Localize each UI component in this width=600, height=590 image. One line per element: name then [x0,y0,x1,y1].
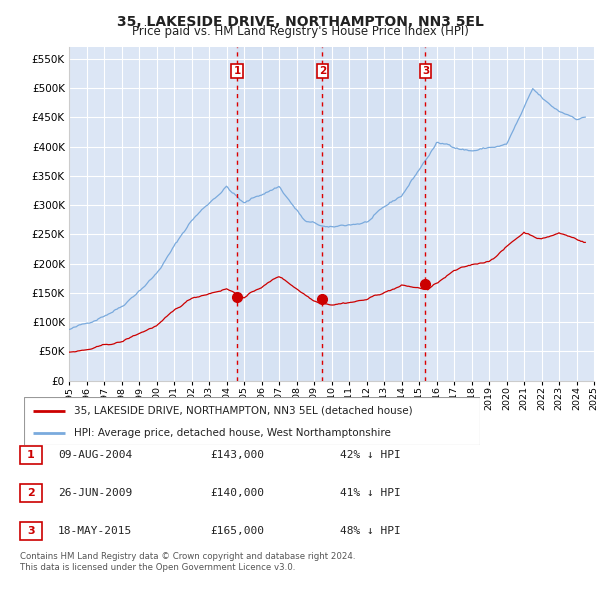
Text: 18-MAY-2015: 18-MAY-2015 [58,526,132,536]
Text: HPI: Average price, detached house, West Northamptonshire: HPI: Average price, detached house, West… [74,428,391,438]
Text: 1: 1 [233,65,241,76]
Text: 42% ↓ HPI: 42% ↓ HPI [340,450,401,460]
Text: 2: 2 [27,488,35,498]
Text: 3: 3 [27,526,35,536]
Text: 48% ↓ HPI: 48% ↓ HPI [340,526,401,536]
Text: 35, LAKESIDE DRIVE, NORTHAMPTON, NN3 5EL: 35, LAKESIDE DRIVE, NORTHAMPTON, NN3 5EL [116,15,484,29]
Text: Price paid vs. HM Land Registry's House Price Index (HPI): Price paid vs. HM Land Registry's House … [131,25,469,38]
Bar [237,47,322,381]
Text: 3: 3 [422,65,429,76]
Text: £140,000: £140,000 [210,488,264,498]
Text: Contains HM Land Registry data © Crown copyright and database right 2024.
This d: Contains HM Land Registry data © Crown c… [20,552,355,572]
Text: 2: 2 [319,65,326,76]
FancyBboxPatch shape [20,522,42,540]
FancyBboxPatch shape [20,446,42,464]
Text: 1: 1 [27,450,35,460]
Text: 41% ↓ HPI: 41% ↓ HPI [340,488,401,498]
Text: 09-AUG-2004: 09-AUG-2004 [58,450,132,460]
Text: 35, LAKESIDE DRIVE, NORTHAMPTON, NN3 5EL (detached house): 35, LAKESIDE DRIVE, NORTHAMPTON, NN3 5EL… [74,405,413,415]
FancyBboxPatch shape [24,397,480,445]
Text: 26-JUN-2009: 26-JUN-2009 [58,488,132,498]
Text: £165,000: £165,000 [210,526,264,536]
FancyBboxPatch shape [20,484,42,502]
Text: £143,000: £143,000 [210,450,264,460]
Bar [322,47,425,381]
